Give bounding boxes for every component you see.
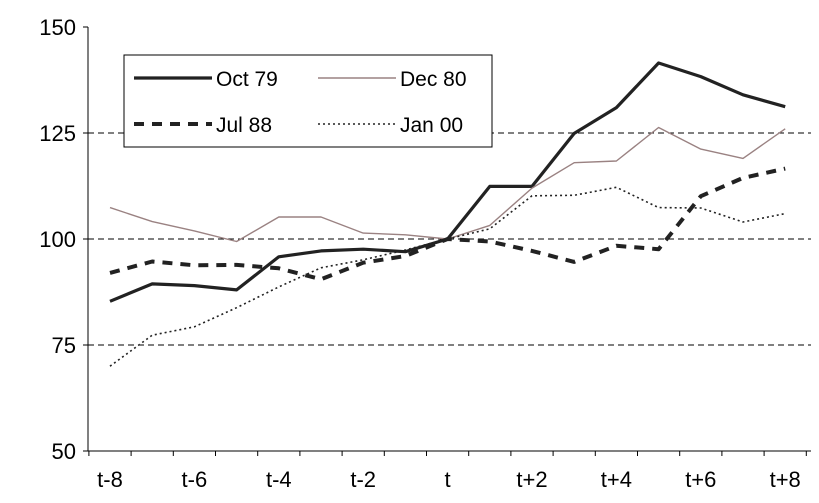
legend: Oct 79 Dec 80 Jul 88 Jan 00 <box>123 54 493 148</box>
x-tick-label-t-8: t-8 <box>97 467 123 492</box>
legend-box <box>123 54 493 148</box>
legend-label-dec-80: Dec 80 <box>400 68 467 91</box>
series-line-jul-88 <box>109 166 786 282</box>
x-tick-label-t+6: t+6 <box>685 467 716 492</box>
y-tick-label-75: 75 <box>52 333 76 358</box>
legend-label-oct-79: Oct 79 <box>216 68 278 91</box>
legend-label-jul-88: Jul 88 <box>216 114 272 137</box>
y-tick-label-100: 100 <box>39 227 76 252</box>
x-tick-label-t-2: t-2 <box>350 467 376 492</box>
y-tick-label-150: 150 <box>39 15 76 40</box>
x-tick-label-t: t <box>445 467 451 492</box>
y-tick-label-125: 125 <box>39 121 76 146</box>
axes <box>83 26 811 456</box>
x-tick-labels: t-8 t-6 t-4 t-2 t t+2 t+4 t+6 t+8 <box>97 467 801 492</box>
x-tick-label-t-4: t-4 <box>266 467 292 492</box>
series-line-jan-00 <box>109 186 786 367</box>
y-tick-label-50: 50 <box>52 439 76 464</box>
y-tick-labels: 50 75 100 125 150 <box>39 15 76 464</box>
legend-label-jan-00: Jan 00 <box>400 114 463 137</box>
x-tick-label-t+4: t+4 <box>601 467 632 492</box>
series-lines <box>109 61 786 367</box>
x-tick-label-t+2: t+2 <box>516 467 547 492</box>
x-tick-label-t-6: t-6 <box>182 467 208 492</box>
x-tick-label-t+8: t+8 <box>770 467 801 492</box>
